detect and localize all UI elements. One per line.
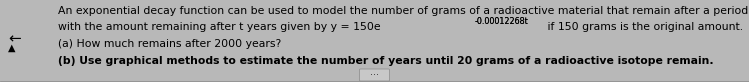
Text: ···: ··· xyxy=(370,70,379,80)
Text: (a) How much remains after 2000 years?: (a) How much remains after 2000 years? xyxy=(58,39,282,49)
Text: -0.00012268t: -0.00012268t xyxy=(474,17,528,26)
Text: An exponential decay function can be used to model the number of grams of a radi: An exponential decay function can be use… xyxy=(58,6,749,16)
Text: ←: ← xyxy=(8,31,21,46)
Text: -0.00012268t: -0.00012268t xyxy=(474,17,528,26)
Text: with the amount remaining after t years given by y = 150e: with the amount remaining after t years … xyxy=(58,22,380,32)
Text: (b) Use graphical methods to estimate the number of years until 20 grams of a ra: (b) Use graphical methods to estimate th… xyxy=(58,56,714,66)
Text: if 150 grams is the original amount.: if 150 grams is the original amount. xyxy=(544,22,743,32)
FancyBboxPatch shape xyxy=(360,69,389,81)
Text: ▲: ▲ xyxy=(8,43,16,53)
